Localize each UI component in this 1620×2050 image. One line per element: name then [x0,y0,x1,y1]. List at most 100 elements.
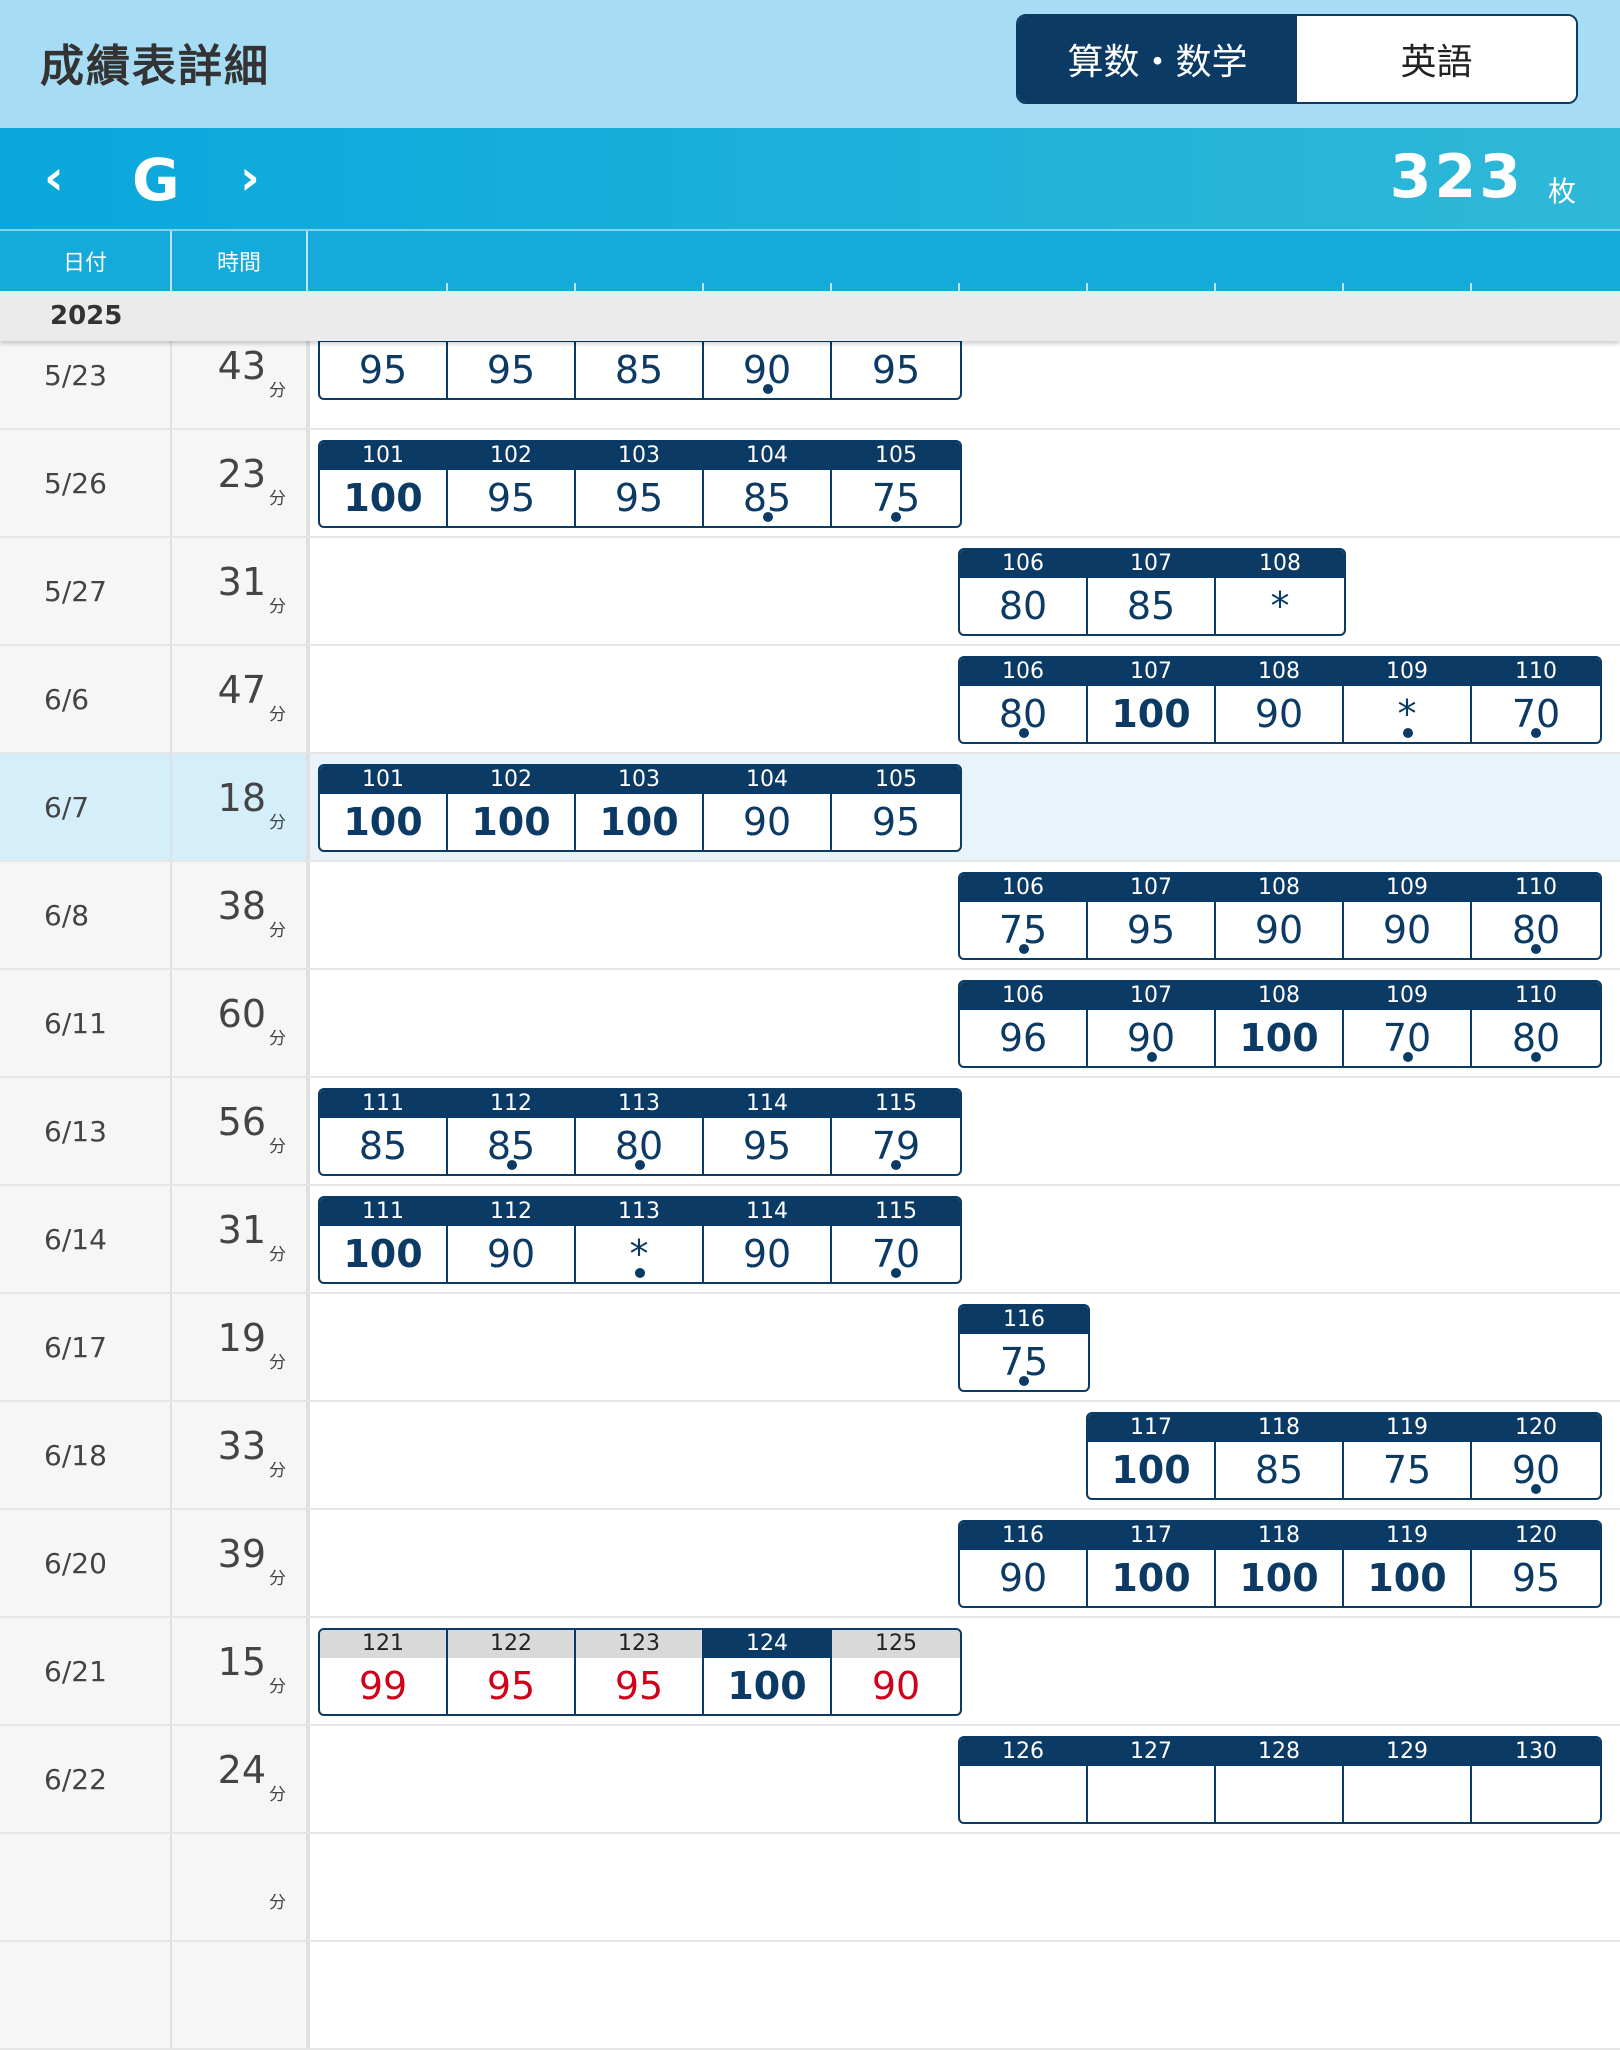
worksheet-score[interactable]: 129 [1344,1738,1472,1822]
worksheet-group[interactable]: 126 127 128 129 130 [958,1736,1602,1824]
time-cell[interactable]: 23 分 [172,430,306,536]
worksheet-score[interactable]: 116 90 [960,1522,1088,1606]
worksheet-score[interactable]: 106 80 [960,658,1088,742]
time-cell[interactable]: 47 分 [172,646,306,752]
date-cell[interactable]: 6/6 [0,646,170,752]
date-cell[interactable]: 6/22 [0,1726,170,1832]
date-cell[interactable]: 6/14 [0,1186,170,1292]
worksheet-score[interactable]: 117 100 [1088,1522,1216,1606]
date-cell[interactable]: 6/18 [0,1402,170,1508]
time-cell[interactable]: 18 分 [172,754,306,860]
chevron-left-icon[interactable]: ‹ [44,150,64,206]
worksheet-score[interactable]: 125 90 [832,1630,960,1714]
date-cell[interactable]: 6/11 [0,970,170,1076]
worksheet-score[interactable]: 109 * [1344,658,1472,742]
tab-english[interactable]: 英語 [1297,16,1576,102]
worksheet-group[interactable]: 106 75 107 95 108 90 109 90 110 80 [958,872,1602,960]
worksheet-group[interactable]: 111 85 112 85 113 80 114 95 115 79 [318,1088,962,1176]
time-cell[interactable]: 分 [172,1834,306,1940]
worksheet-score[interactable]: 112 90 [448,1198,576,1282]
time-cell[interactable]: 38 分 [172,862,306,968]
worksheet-score[interactable]: 107 95 [1088,874,1216,958]
date-cell[interactable]: 6/17 [0,1294,170,1400]
worksheet-score[interactable]: 123 95 [576,1630,704,1714]
tab-math[interactable]: 算数・数学 [1018,16,1297,102]
worksheet-score[interactable]: 127 [1088,1738,1216,1822]
worksheet-score[interactable]: 118 85 [1216,1414,1344,1498]
time-cell[interactable]: 60 分 [172,970,306,1076]
worksheet-score[interactable]: 116 75 [960,1306,1088,1390]
date-cell[interactable]: 5/27 [0,538,170,644]
date-cell[interactable]: 6/13 [0,1078,170,1184]
worksheet-score[interactable]: 104 85 [704,442,832,526]
time-cell[interactable] [172,1942,306,2048]
worksheet-group[interactable]: 121 99 122 95 123 95 124 100 125 90 [318,1628,962,1716]
worksheet-score[interactable]: 110 70 [1472,658,1600,742]
worksheet-score[interactable]: 108 100 [1216,982,1344,1066]
date-cell[interactable]: 6/8 [0,862,170,968]
worksheet-score[interactable]: 103 100 [576,766,704,850]
worksheet-score[interactable]: 128 [1216,1738,1344,1822]
worksheet-score[interactable]: 102 100 [448,766,576,850]
worksheet-group[interactable]: 116 75 [958,1304,1090,1392]
worksheet-score[interactable]: 114 90 [704,1198,832,1282]
worksheet-group[interactable]: 101 100 102 95 103 95 104 85 105 75 [318,440,962,528]
worksheet-score[interactable]: 111 100 [320,1198,448,1282]
worksheet-score[interactable]: 115 79 [832,1090,960,1174]
time-cell[interactable]: 31 分 [172,1186,306,1292]
worksheet-score[interactable]: 118 100 [1216,1522,1344,1606]
worksheet-score[interactable]: 122 95 [448,1630,576,1714]
worksheet-score[interactable]: 115 70 [832,1198,960,1282]
worksheet-score[interactable]: 109 90 [1344,874,1472,958]
worksheet-score[interactable]: 107 90 [1088,982,1216,1066]
worksheet-score[interactable]: 106 80 [960,550,1088,634]
worksheet-score[interactable]: 124 100 [704,1630,832,1714]
date-cell[interactable]: 6/20 [0,1510,170,1616]
worksheet-score[interactable]: 103 95 [576,442,704,526]
worksheet-score[interactable]: 101 100 [320,442,448,526]
worksheet-group[interactable]: 106 96 107 90 108 100 109 70 110 80 [958,980,1602,1068]
date-cell[interactable] [0,1834,170,1940]
worksheet-score[interactable]: 121 99 [320,1630,448,1714]
worksheet-score[interactable]: 108 90 [1216,874,1344,958]
date-cell[interactable] [0,1942,170,2048]
worksheet-score[interactable]: 126 [960,1738,1088,1822]
worksheet-group[interactable]: 106 80 107 85 108 * [958,548,1346,636]
worksheet-score[interactable]: 113 80 [576,1090,704,1174]
worksheet-group[interactable]: 101 100 102 100 103 100 104 90 105 95 [318,764,962,852]
worksheet-score[interactable]: 114 95 [704,1090,832,1174]
worksheet-score[interactable]: 120 95 [1472,1522,1600,1606]
time-cell[interactable]: 31 分 [172,538,306,644]
chevron-right-icon[interactable]: › [240,150,260,206]
worksheet-group[interactable]: 117 100 118 85 119 75 120 90 [1086,1412,1602,1500]
worksheet-score[interactable]: 107 100 [1088,658,1216,742]
worksheet-score[interactable]: 101 100 [320,766,448,850]
time-cell[interactable]: 24 分 [172,1726,306,1832]
time-cell[interactable]: 15 分 [172,1618,306,1724]
worksheet-score[interactable]: 106 96 [960,982,1088,1066]
worksheet-score[interactable]: 110 80 [1472,874,1600,958]
worksheet-score[interactable]: 105 75 [832,442,960,526]
date-cell[interactable]: 5/26 [0,430,170,536]
worksheet-score[interactable]: 119 100 [1344,1522,1472,1606]
time-cell[interactable]: 19 分 [172,1294,306,1400]
worksheet-score[interactable]: 110 80 [1472,982,1600,1066]
worksheet-group[interactable]: 106 80 107 100 108 90 109 * 110 70 [958,656,1602,744]
time-cell[interactable]: 39 分 [172,1510,306,1616]
time-cell[interactable]: 33 分 [172,1402,306,1508]
worksheet-score[interactable]: 111 85 [320,1090,448,1174]
worksheet-score[interactable]: 108 90 [1216,658,1344,742]
worksheet-score[interactable]: 112 85 [448,1090,576,1174]
worksheet-group[interactable]: 111 100 112 90 113 * 114 90 115 70 [318,1196,962,1284]
worksheet-score[interactable]: 106 75 [960,874,1088,958]
worksheet-score[interactable]: 117 100 [1088,1414,1216,1498]
worksheet-score[interactable]: 108 * [1216,550,1344,634]
date-cell[interactable]: 6/21 [0,1618,170,1724]
date-cell[interactable]: 6/7 [0,754,170,860]
worksheet-score[interactable]: 130 [1472,1738,1600,1822]
time-cell[interactable]: 56 分 [172,1078,306,1184]
worksheet-score[interactable]: 113 * [576,1198,704,1282]
worksheet-score[interactable]: 119 75 [1344,1414,1472,1498]
